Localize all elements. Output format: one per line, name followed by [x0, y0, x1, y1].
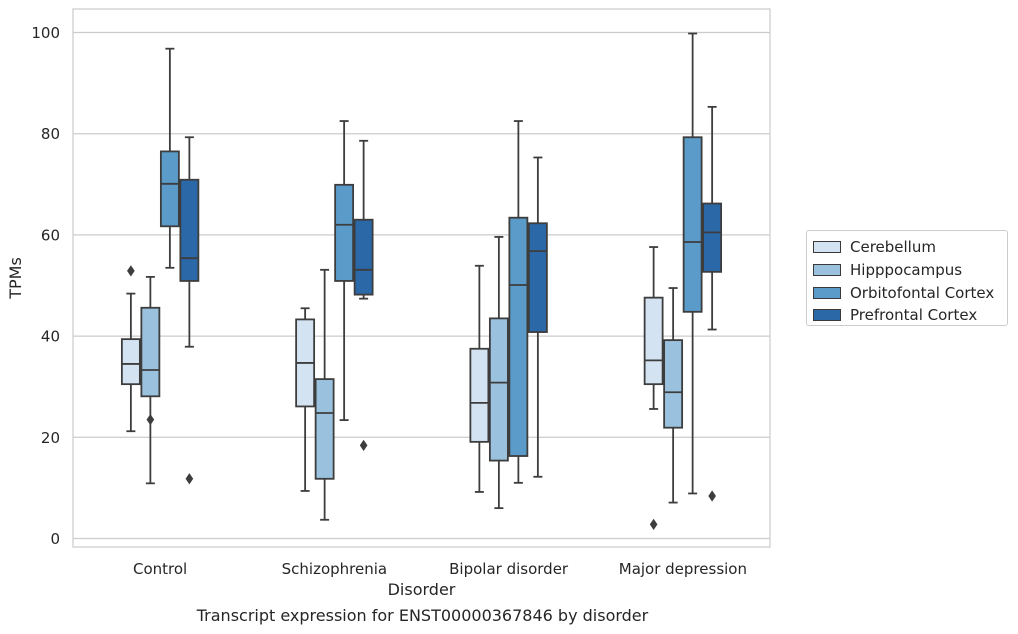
- x-tick-label-control: Control: [133, 560, 187, 578]
- box-cerebellum-major-depression: [643, 246, 664, 530]
- box-orbitofontal-cortex-schizophrenia: [334, 120, 355, 421]
- iqr-box-prefrontal-cortex-major-depression: [702, 202, 723, 273]
- legend-swatch-hippocampus: [813, 264, 841, 277]
- legend-item-orbitofrontal-cortex: Orbitofontal Cortex: [813, 281, 1007, 304]
- plot-frame: [72, 8, 771, 548]
- legend-swatch-cerebellum: [813, 241, 841, 254]
- iqr-box-orbitofontal-cortex-bipolar-disorder: [508, 216, 529, 457]
- iqr-box-hipppocampus-schizophrenia: [314, 378, 335, 480]
- y-tick-label-0: 0: [50, 530, 60, 548]
- legend-label-orbitofrontal-cortex: Orbitofontal Cortex: [850, 283, 995, 302]
- box-orbitofontal-cortex-major-depression: [682, 32, 703, 495]
- box-orbitofontal-cortex-control: [159, 47, 180, 269]
- y-tick-label-40: 40: [41, 328, 60, 346]
- box-hipppocampus-bipolar-disorder: [488, 236, 509, 510]
- box-cerebellum-schizophrenia: [295, 307, 316, 492]
- y-tick-label-100: 100: [31, 24, 60, 42]
- legend-item-prefrontal-cortex: Prefrontal Cortex: [813, 304, 1007, 327]
- iqr-box-prefrontal-cortex-control: [179, 178, 200, 282]
- iqr-box-cerebellum-control: [120, 338, 141, 386]
- box-hipppocampus-major-depression: [663, 287, 684, 504]
- outlier-hipppocampus-control-0: [146, 413, 155, 426]
- y-tick-label-60: 60: [41, 226, 60, 244]
- box-orbitofontal-cortex-bipolar-disorder: [508, 120, 529, 484]
- iqr-box-cerebellum-bipolar-disorder: [469, 347, 490, 443]
- box-prefrontal-cortex-schizophrenia: [353, 139, 374, 452]
- y-tick-label-80: 80: [41, 125, 60, 143]
- x-tick-label-schizophrenia: Schizophrenia: [282, 560, 387, 578]
- iqr-box-hipppocampus-major-depression: [663, 339, 684, 429]
- box-cerebellum-bipolar-disorder: [469, 264, 490, 493]
- iqr-box-orbitofontal-cortex-control: [159, 150, 180, 228]
- iqr-box-prefrontal-cortex-bipolar-disorder: [527, 222, 548, 333]
- iqr-box-hipppocampus-bipolar-disorder: [488, 317, 509, 462]
- iqr-box-cerebellum-major-depression: [643, 296, 664, 386]
- y-tick-label-20: 20: [41, 429, 60, 447]
- legend-label-hippocampus: Hipppocampus: [850, 261, 963, 280]
- legend: Cerebellum Hipppocampus Orbitofontal Cor…: [806, 230, 1008, 326]
- legend-item-cerebellum: Cerebellum: [813, 236, 1007, 259]
- legend-item-hippocampus: Hipppocampus: [813, 259, 1007, 282]
- figure-caption: Transcript expression for ENST0000036784…: [196, 606, 649, 625]
- x-tick-labels: Control Schizophrenia Bipolar disorder Majo…: [133, 560, 747, 578]
- x-axis-label: Disorder: [388, 580, 456, 599]
- outlier-prefrontal-cortex-major-depression-0: [708, 490, 716, 502]
- outlier-prefrontal-cortex-control-0: [185, 473, 194, 485]
- legend-swatch-prefrontal-cortex: [813, 309, 841, 322]
- box-prefrontal-cortex-bipolar-disorder: [527, 156, 548, 478]
- outlier-cerebellum-control-0: [127, 265, 135, 277]
- box-hipppocampus-schizophrenia: [314, 268, 335, 521]
- grid-lines: [73, 31, 770, 540]
- box-cerebellum-control: [120, 265, 141, 433]
- iqr-box-hipppocampus-control: [140, 306, 161, 398]
- box-prefrontal-cortex-major-depression: [702, 105, 723, 502]
- outlier-cerebellum-major-depression-0: [649, 518, 658, 530]
- box-hipppocampus-control: [140, 275, 161, 485]
- outlier-prefrontal-cortex-schizophrenia-0: [359, 439, 368, 452]
- legend-swatch-orbitofrontal-cortex: [813, 286, 841, 299]
- legend-label-cerebellum: Cerebellum: [850, 238, 936, 257]
- box-series: [120, 32, 723, 530]
- y-axis-label: TPMs: [6, 257, 25, 300]
- iqr-box-orbitofontal-cortex-schizophrenia: [334, 183, 355, 282]
- x-tick-label-bipolar-disorder: Bipolar disorder: [449, 560, 569, 578]
- iqr-box-orbitofontal-cortex-major-depression: [682, 136, 703, 313]
- iqr-box-prefrontal-cortex-schizophrenia: [353, 218, 374, 296]
- legend-label-prefrontal-cortex: Prefrontal Cortex: [850, 306, 978, 325]
- x-tick-label-major-depression: Major depression: [619, 560, 747, 578]
- box-prefrontal-cortex-control: [179, 136, 200, 485]
- y-tick-labels: 0 20 40 60 80 100: [31, 24, 60, 548]
